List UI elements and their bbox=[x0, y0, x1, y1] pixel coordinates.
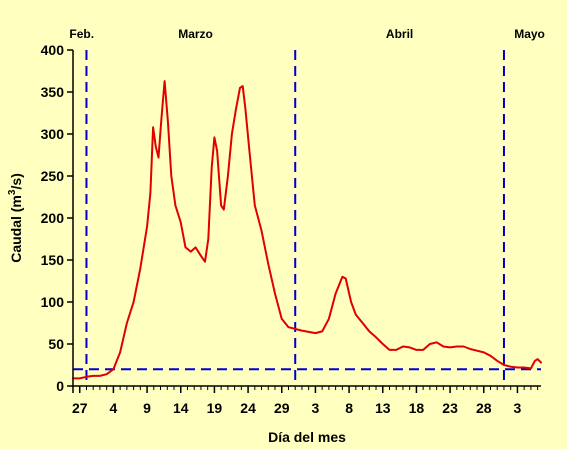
x-tick-label-7: 3 bbox=[312, 400, 320, 416]
x-tick-label-5: 24 bbox=[240, 400, 256, 416]
y-tick-label-6: 300 bbox=[41, 126, 65, 142]
x-tick-label-6: 29 bbox=[274, 400, 290, 416]
x-tick-label-2: 9 bbox=[143, 400, 151, 416]
y-tick-label-2: 100 bbox=[41, 294, 65, 310]
y-tick-label-0: 0 bbox=[56, 378, 64, 394]
y-axis-title: Caudal (m3/s) bbox=[7, 173, 24, 263]
month-label-1: Marzo bbox=[178, 27, 213, 41]
y-axis-title-main: Caudal (m bbox=[8, 195, 24, 263]
x-tick-label-13: 3 bbox=[514, 400, 522, 416]
y-tick-label-8: 400 bbox=[41, 42, 65, 58]
y-tick-label-7: 350 bbox=[41, 84, 65, 100]
x-tick-label-0: 27 bbox=[72, 400, 88, 416]
x-tick-label-1: 4 bbox=[110, 400, 118, 416]
y-tick-label-1: 50 bbox=[48, 336, 64, 352]
month-label-0: Feb. bbox=[69, 27, 94, 41]
label-layer: Día del mes Caudal (m3/s) 05010015020025… bbox=[7, 27, 545, 445]
reference-lines-layer bbox=[73, 50, 541, 386]
series-layer bbox=[72, 80, 542, 380]
x-tick-label-4: 19 bbox=[207, 400, 223, 416]
x-axis-title: Día del mes bbox=[268, 429, 346, 445]
series-line-0 bbox=[72, 80, 542, 380]
x-tick-label-12: 28 bbox=[476, 400, 492, 416]
x-tick-label-3: 14 bbox=[173, 400, 189, 416]
month-label-3: Mayo bbox=[514, 27, 545, 41]
y-tick-label-4: 200 bbox=[41, 210, 65, 226]
x-tick-label-8: 8 bbox=[345, 400, 353, 416]
y-tick-label-5: 250 bbox=[41, 168, 65, 184]
axis-layer bbox=[67, 49, 541, 393]
x-tick-label-9: 13 bbox=[375, 400, 391, 416]
y-tick-label-3: 150 bbox=[41, 252, 65, 268]
x-tick-label-10: 18 bbox=[409, 400, 425, 416]
month-label-2: Abril bbox=[386, 27, 413, 41]
y-axis-title-tail: /s) bbox=[8, 173, 24, 189]
x-tick-label-11: 23 bbox=[442, 400, 458, 416]
y-axis-title-superscript: 3 bbox=[7, 189, 18, 195]
